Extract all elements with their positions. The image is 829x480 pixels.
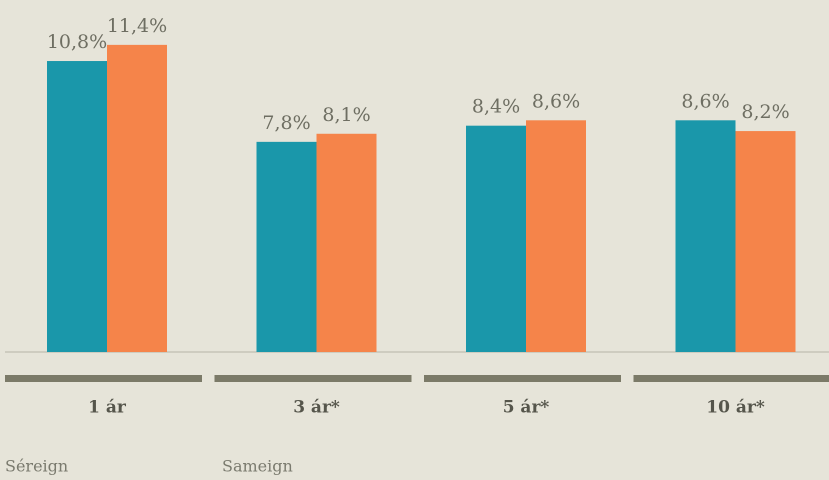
category-divider <box>214 375 412 382</box>
x-tick-label: 5 ár* <box>503 398 550 418</box>
bar <box>675 120 736 352</box>
bar <box>735 131 796 352</box>
data-label: 8,6% <box>681 90 729 112</box>
legend-entry: Séreign <box>5 457 68 476</box>
category-divider <box>424 375 621 382</box>
bar <box>526 120 586 352</box>
legend-entry: Sameign <box>222 457 293 476</box>
bar <box>107 44 167 353</box>
data-label: 10,8% <box>47 31 107 53</box>
x-tick-label: 3 ár* <box>293 398 340 418</box>
data-label: 11,4% <box>107 15 167 37</box>
bar <box>256 141 317 352</box>
data-label: 8,1% <box>322 104 370 126</box>
category-divider <box>5 375 202 382</box>
category-divider <box>633 375 829 382</box>
x-tick-label: 10 ár* <box>706 398 765 418</box>
data-label: 7,8% <box>262 112 310 134</box>
bar <box>47 61 107 352</box>
data-label: 8,6% <box>532 90 580 112</box>
data-label: 8,2% <box>741 101 789 123</box>
bar <box>316 133 377 352</box>
x-tick-label: 1 ár <box>88 398 127 418</box>
data-label: 8,4% <box>472 96 520 118</box>
bar <box>466 125 526 352</box>
